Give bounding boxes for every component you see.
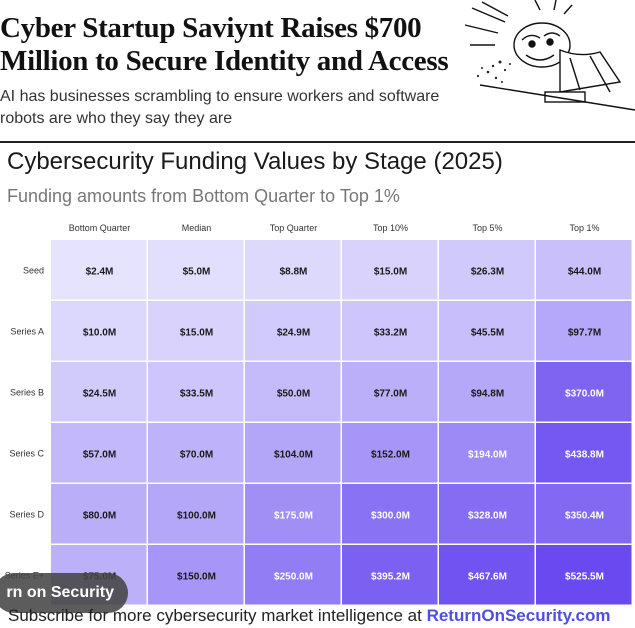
cell-value-label: $250.0M	[274, 572, 313, 583]
heatmap-cell	[51, 362, 147, 422]
heatmap-cell	[342, 301, 438, 361]
cell-value-label: $24.5M	[83, 389, 116, 400]
cell-value-label: $33.2M	[374, 328, 407, 339]
article-subhead: AI has businesses scrambling to ensure w…	[0, 88, 440, 127]
heatmap-cell	[439, 423, 535, 483]
heatmap-cell	[536, 301, 632, 361]
reaction-meme-image	[464, 0, 635, 111]
cell-value-label: $24.9M	[277, 328, 310, 339]
heatmap-cell	[439, 362, 535, 422]
column-header: Top 5%	[472, 223, 502, 233]
heatmap-cell	[245, 240, 341, 300]
heatmap-cell	[148, 545, 244, 605]
cell-value-label: $370.0M	[565, 389, 604, 400]
heatmap-cell	[439, 301, 535, 361]
cell-value-label: $15.0M	[374, 267, 407, 278]
cell-value-label: $57.0M	[83, 450, 116, 461]
cell-value-label: $15.0M	[180, 328, 213, 339]
heatmap-cell	[342, 240, 438, 300]
heatmap-cell	[342, 423, 438, 483]
heatmap-cell	[245, 301, 341, 361]
cell-value-label: $26.3M	[471, 267, 504, 278]
heatmap-cell	[536, 484, 632, 544]
cell-value-label: $100.0M	[177, 511, 216, 522]
heatmap-cell	[536, 545, 632, 605]
cell-value-label: $525.5M	[565, 572, 604, 583]
row-label: Series B	[10, 388, 44, 398]
funding-heatmap: Bottom Quarter Median Top Quarter Top 10% To…	[5, 223, 632, 605]
source-overlay-pill: rn on Security	[0, 573, 128, 613]
chart-title: Cybersecurity Funding Values by Stage (2…	[7, 148, 503, 175]
heatmap-cell	[342, 484, 438, 544]
cell-value-label: $438.8M	[565, 450, 604, 461]
heatmap-cell	[342, 362, 438, 422]
cell-value-label: $152.0M	[371, 450, 410, 461]
row-label: Seed	[23, 266, 44, 276]
heatmap-cell	[51, 423, 147, 483]
cell-value-label: $80.0M	[83, 511, 116, 522]
row-label: Series A	[10, 327, 44, 337]
footer-line: Subscribe for more cybersecurity market …	[8, 606, 610, 626]
heatmap-cell	[51, 484, 147, 544]
heatmap-cell	[245, 423, 341, 483]
heatmap-cell	[536, 240, 632, 300]
cell-value-label: $328.0M	[468, 511, 507, 522]
cell-value-label: $70.0M	[180, 450, 213, 461]
divider-rule	[0, 141, 635, 143]
heatmap-cell	[536, 423, 632, 483]
column-header: Top Quarter	[270, 223, 318, 233]
heatmap-cell	[51, 240, 147, 300]
cell-value-label: $33.5M	[180, 389, 213, 400]
row-label: Series C	[9, 449, 44, 459]
column-header: Top 10%	[373, 223, 408, 233]
heatmap-cell	[148, 240, 244, 300]
heatmap-cell	[439, 484, 535, 544]
cell-value-label: $5.0M	[183, 267, 211, 278]
heatmap-cell	[148, 362, 244, 422]
footer-text: Subscribe for more cybersecurity market …	[8, 606, 427, 625]
heatmap-cell	[245, 362, 341, 422]
heatmap-cell	[148, 301, 244, 361]
cell-value-label: $175.0M	[274, 511, 313, 522]
cell-value-label: $77.0M	[374, 389, 407, 400]
cell-value-label: $395.2M	[371, 572, 410, 583]
cell-value-label: $8.8M	[280, 267, 308, 278]
cell-value-label: $350.4M	[565, 511, 604, 522]
cell-value-label: $44.0M	[568, 267, 601, 278]
heatmap-cell	[245, 484, 341, 544]
column-header: Median	[182, 223, 212, 233]
heatmap-cell	[51, 301, 147, 361]
cell-value-label: $45.5M	[471, 328, 504, 339]
cell-value-label: $97.7M	[568, 328, 601, 339]
heatmap-cell	[439, 240, 535, 300]
chart-subtitle: Funding amounts from Bottom Quarter to T…	[7, 186, 400, 206]
heatmap-cell	[342, 545, 438, 605]
row-label: Series D	[9, 510, 44, 520]
cell-value-label: $194.0M	[468, 450, 507, 461]
cell-value-label: $150.0M	[177, 572, 216, 583]
cell-value-label: $300.0M	[371, 511, 410, 522]
cell-value-label: $467.6M	[468, 572, 507, 583]
heatmap-cell	[245, 545, 341, 605]
cell-value-label: $10.0M	[83, 328, 116, 339]
heatmap-cell	[148, 423, 244, 483]
heatmap-cell	[536, 362, 632, 422]
footer-link[interactable]: ReturnOnSecurity.com	[426, 606, 611, 625]
article-headline: Cyber Startup Saviynt Raises $700 Millio…	[0, 12, 449, 77]
heatmap-cell	[439, 545, 535, 605]
cell-value-label: $94.8M	[471, 389, 504, 400]
cell-value-label: $2.4M	[86, 267, 114, 278]
column-header: Bottom Quarter	[69, 223, 131, 233]
cell-value-label: $50.0M	[277, 389, 310, 400]
column-header: Top 1%	[569, 223, 599, 233]
heatmap-cell	[148, 484, 244, 544]
cell-value-label: $104.0M	[274, 450, 313, 461]
